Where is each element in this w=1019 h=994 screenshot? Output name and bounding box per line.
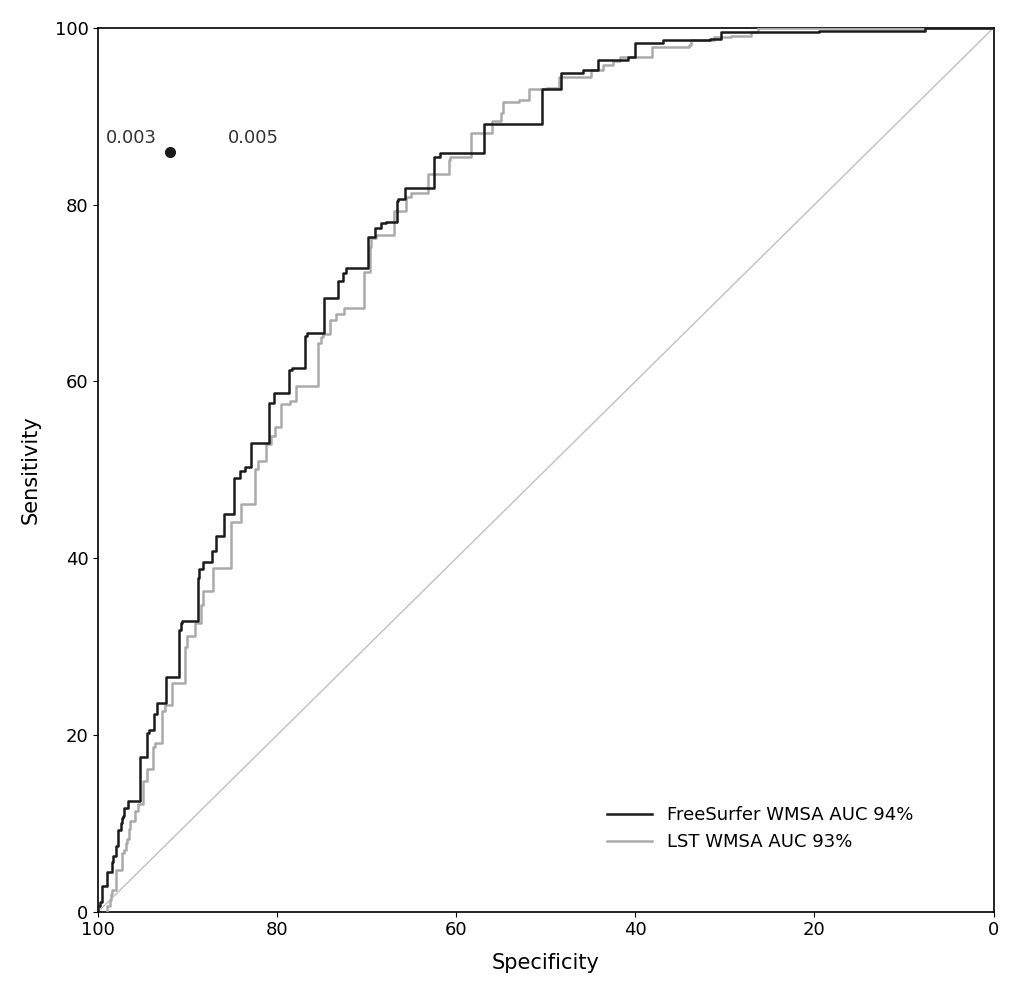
LST WMSA AUC 93% <box>465 127 477 139</box>
X-axis label: Specificity: Specificity <box>491 953 599 973</box>
Legend: FreeSurfer WMSA AUC 94%, LST WMSA AUC 93%: FreeSurfer WMSA AUC 94%, LST WMSA AUC 93… <box>599 799 919 859</box>
Line: FreeSurfer WMSA AUC 94%: FreeSurfer WMSA AUC 94% <box>98 28 993 911</box>
LST WMSA AUC 93% <box>973 22 985 34</box>
LST WMSA AUC 93% <box>986 22 999 34</box>
LST WMSA AUC 93% <box>357 266 369 278</box>
Y-axis label: Sensitivity: Sensitivity <box>20 415 41 524</box>
LST WMSA AUC 93% <box>933 22 946 34</box>
FreeSurfer WMSA AUC 94% <box>141 727 153 739</box>
FreeSurfer WMSA AUC 94% <box>918 22 930 34</box>
FreeSurfer WMSA AUC 94% <box>285 362 298 374</box>
LST WMSA AUC 93% <box>101 906 113 917</box>
FreeSurfer WMSA AUC 94% <box>900 25 912 37</box>
Text: 0.005: 0.005 <box>228 129 279 147</box>
Text: 0.003: 0.003 <box>105 129 156 147</box>
FreeSurfer WMSA AUC 94% <box>92 906 104 917</box>
LST WMSA AUC 93% <box>131 797 144 809</box>
LST WMSA AUC 93% <box>189 617 201 629</box>
LST WMSA AUC 93% <box>751 22 763 34</box>
FreeSurfer WMSA AUC 94% <box>986 22 999 34</box>
FreeSurfer WMSA AUC 94% <box>111 824 123 836</box>
Line: LST WMSA AUC 93%: LST WMSA AUC 93% <box>107 28 993 911</box>
FreeSurfer WMSA AUC 94% <box>375 218 387 230</box>
FreeSurfer WMSA AUC 94% <box>945 22 957 34</box>
